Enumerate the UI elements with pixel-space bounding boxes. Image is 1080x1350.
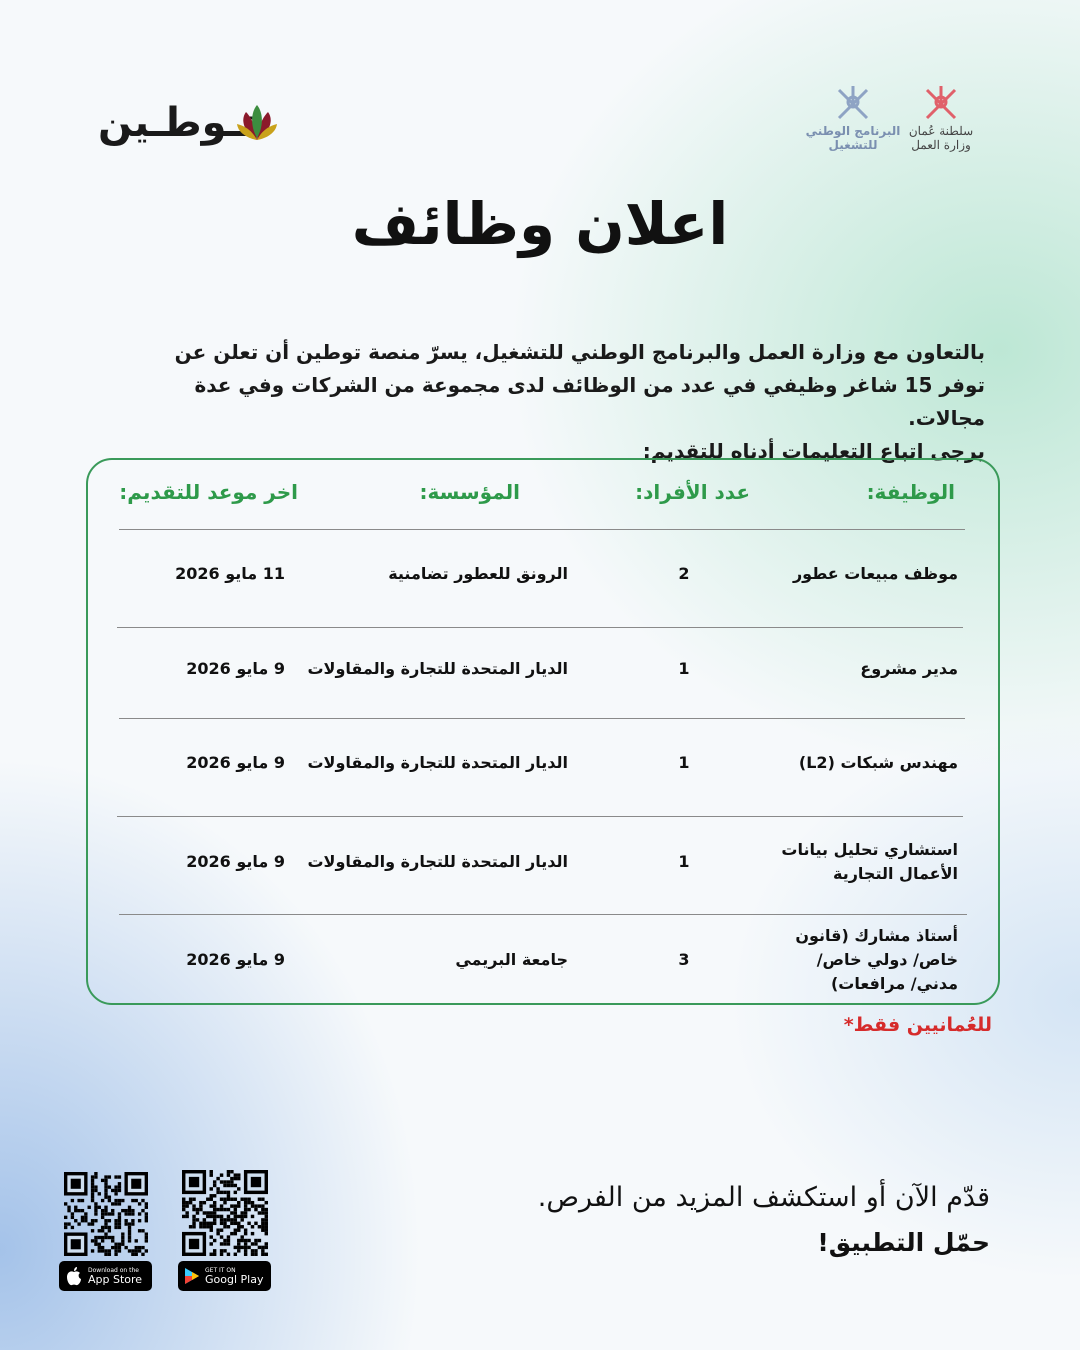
- khanjar-emblem-icon: [837, 86, 869, 120]
- count-cell: 1: [678, 852, 690, 871]
- header-job: الوظيفة:: [866, 480, 955, 504]
- row-divider: [119, 914, 967, 915]
- job-cell: مدير مشروع: [860, 659, 958, 678]
- tawteen-logo: تـوطـين: [98, 96, 278, 152]
- page-title: اعلان وظائف: [351, 190, 729, 258]
- oman-emblem-icon: [925, 86, 957, 120]
- header-count: عدد الأفراد:: [635, 480, 750, 504]
- apple-icon: [67, 1267, 81, 1286]
- count-cell: 1: [678, 659, 690, 678]
- leaf-emblem-icon: [237, 105, 277, 140]
- store-small-text: Download on the: [88, 1266, 139, 1274]
- deadline-cell: 11 مايو 2026: [175, 564, 285, 583]
- store-big-text: App Store: [88, 1272, 143, 1286]
- job-cell: موظف مبيعات عطور: [792, 564, 958, 583]
- org-cell: جامعة البريمي: [455, 950, 568, 969]
- intro-text: بالتعاون مع وزارة العمل والبرنامج الوطني…: [145, 336, 985, 468]
- deadline-cell: 9 مايو 2026: [186, 950, 285, 969]
- count-cell: 3: [678, 950, 690, 969]
- deadline-cell: 9 مايو 2026: [186, 753, 285, 772]
- job-cell: استشاري تحليل بيانات الأعمال التجارية: [781, 840, 958, 883]
- google-play-button[interactable]: GET IT ON Googl Play: [178, 1261, 271, 1291]
- row-divider: [119, 529, 965, 530]
- org-cell: الديار المتحدة للتجارة والمقاولات: [307, 852, 568, 871]
- app-store-button[interactable]: Download on the App Store: [59, 1261, 152, 1291]
- intro-paragraph: بالتعاون مع وزارة العمل والبرنامج الوطني…: [174, 340, 985, 430]
- count-cell: 2: [678, 564, 690, 583]
- omanis-only-note: للعُمانيين فقط*: [843, 1014, 992, 1036]
- google-play-qr-code[interactable]: [182, 1170, 268, 1256]
- national-employment-program-logo: البرنامج الوطني للتشغيل: [800, 84, 906, 152]
- cta-text: قدّم الآن أو استكشف المزيد من الفرص.: [537, 1182, 990, 1213]
- row-divider: [117, 627, 963, 628]
- org-cell: الديار المتحدة للتجارة والمقاولات: [307, 659, 568, 678]
- jobs-table: [86, 458, 1000, 1005]
- store-big-text: Googl Play: [205, 1272, 264, 1286]
- deadline-cell: 9 مايو 2026: [186, 852, 285, 871]
- ministry-of-labour-logo: سلطنة عُمان وزارة العمل: [906, 84, 976, 152]
- header-deadline: اخر موعد للتقديم:: [119, 480, 298, 504]
- store-small-text: GET IT ON: [205, 1266, 236, 1274]
- logo-text: تـوطـين: [98, 100, 256, 146]
- google-play-icon: [185, 1268, 199, 1284]
- count-cell: 1: [678, 753, 690, 772]
- org-cell: الديار المتحدة للتجارة والمقاولات: [307, 753, 568, 772]
- row-divider: [119, 718, 965, 719]
- job-cell: مهندس شبكات (L2): [798, 753, 958, 772]
- deadline-cell: 9 مايو 2026: [186, 659, 285, 678]
- app-store-qr-code[interactable]: [64, 1172, 148, 1256]
- row-divider: [117, 816, 963, 817]
- download-app-text: حمّل التطبيق!: [817, 1228, 990, 1257]
- org-cell: الرونق للعطور تضامنية: [388, 564, 568, 583]
- job-cell: أستاذ مشارك (قانون خاص/ دولي خاص/ مدني/ …: [795, 926, 958, 993]
- header-org: المؤسسة:: [419, 480, 520, 504]
